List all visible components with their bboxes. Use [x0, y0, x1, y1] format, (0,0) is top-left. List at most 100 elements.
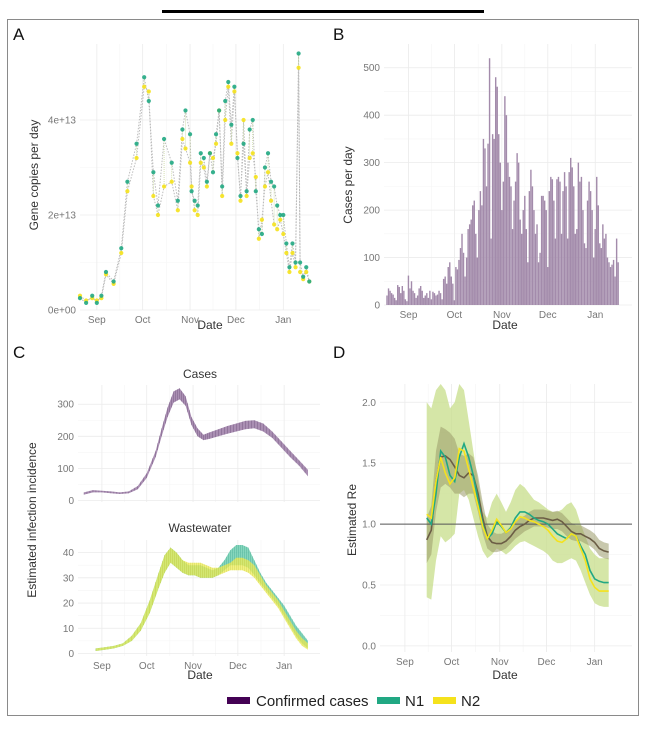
panel-b-bar	[577, 162, 580, 305]
panel-b-bar	[446, 283, 448, 305]
panel-a-point-n2	[220, 193, 225, 199]
panel-b-bar	[576, 229, 578, 305]
panel-a-point-n1	[256, 227, 261, 232]
panel-c-wastewater-ytick: 20	[63, 599, 75, 610]
legend-swatch-n2	[433, 697, 456, 704]
panel-c-cases-grid: 0 100 200 300	[57, 385, 320, 507]
panel-b-bar	[540, 195, 543, 305]
panel-b-bar	[406, 301, 408, 305]
panel-label-d: D	[333, 343, 345, 362]
panel-a-point-n1	[189, 189, 194, 194]
panel-b-ytick: 300	[363, 158, 380, 169]
panel-b-bar	[547, 267, 549, 305]
panel-b-bar	[424, 295, 426, 305]
panel-c-wastewater-xtick-jan: Jan	[276, 661, 292, 672]
panel-b-bar	[522, 210, 524, 305]
panel-b-bar	[606, 257, 609, 305]
panel-b-bar	[545, 210, 547, 305]
panel-a-xlabel: Date	[197, 318, 223, 332]
panel-b-bar	[491, 134, 494, 305]
panel-b-bar	[599, 243, 601, 305]
panel-a-point-n2	[278, 217, 283, 222]
panel-a-point-n2	[210, 155, 216, 161]
panel-d-ylabel: Estimated Re	[345, 484, 359, 556]
panel-b-xtick-oct: Oct	[447, 310, 463, 321]
panel-b-bar	[487, 143, 489, 305]
panel-b-bar	[582, 210, 584, 305]
panel-b-bar	[404, 299, 407, 305]
panel-c-ribbon-n2	[95, 547, 309, 651]
panel-a-point-n1	[298, 260, 303, 265]
panel-b-bar	[542, 195, 544, 305]
panel-a-point-n2	[189, 184, 194, 189]
panel-b-bar	[441, 299, 443, 305]
panel-b-bar	[611, 264, 613, 305]
panel-b-bar	[461, 233, 463, 305]
panel-a-point-n1	[207, 151, 213, 156]
panel-b-bar	[419, 286, 422, 305]
panel-a-point-n1	[187, 132, 193, 137]
panel-b-bar	[586, 200, 589, 305]
panel-b-bar	[583, 243, 586, 305]
panel-b-bar	[490, 238, 492, 305]
panel-b-bar	[412, 290, 414, 305]
panel-a-point-n2	[119, 250, 124, 256]
panel-a-point-n1	[284, 241, 289, 246]
panel-b-bar	[449, 262, 451, 305]
panel-c-wastewater-grid: Sep Oct Nov Dec Jan 0 10 20 30 40	[63, 540, 320, 672]
panel-b-bar	[580, 176, 583, 305]
panel-a-point-n2	[201, 165, 206, 170]
panel-d-xtick-oct: Oct	[444, 657, 460, 668]
panel-a-point-n1	[241, 141, 246, 146]
panel-a-point-n2	[169, 179, 174, 184]
panel-b-bar	[594, 229, 596, 305]
panel-d-xtick-jan: Jan	[587, 657, 603, 668]
panel-b-bar	[557, 176, 560, 305]
panel-b-bar	[563, 172, 566, 305]
panel-b-bar	[609, 267, 612, 305]
panel-label-c: C	[13, 343, 25, 362]
panel-a-point-n1	[195, 203, 200, 208]
panel-b-bar	[488, 58, 491, 306]
panel-b-bar	[537, 262, 540, 305]
panel-b-bar	[565, 186, 567, 305]
panel-a-point-n2	[226, 84, 231, 89]
panel-a-point-n1	[192, 198, 197, 203]
panel-b-bar	[510, 186, 512, 305]
panel-a-line-n2	[79, 67, 310, 302]
panel-a-xtick-nov: Nov	[181, 315, 199, 326]
panel-a-point-n1	[304, 265, 309, 270]
panel-b-bar	[476, 257, 479, 305]
panel-a-xtick-jan: Jan	[275, 315, 291, 326]
panel-d-ytick: 1.5	[362, 459, 376, 470]
panel-a-point-n1	[161, 136, 167, 142]
panel-a-point-n2	[241, 117, 246, 123]
panel-a-point-n1	[151, 170, 156, 175]
panel-b-bar	[507, 162, 509, 305]
panel-b-bar	[615, 238, 618, 305]
panel-b-bar	[455, 267, 457, 305]
panel-b-bar	[409, 288, 411, 305]
panel-b-bar	[605, 233, 607, 305]
panel-b-bar	[596, 176, 598, 305]
panel-b-bar	[539, 252, 541, 305]
panel-b-bar	[426, 293, 428, 305]
panel-b-bar	[418, 288, 420, 305]
panel-b-bar	[468, 224, 471, 305]
panel-b-bar	[395, 300, 397, 305]
panel-a-grid: Sep Oct Nov Dec Jan 0e+00 2e+13 4e+13	[48, 44, 320, 326]
title-rule	[162, 10, 484, 13]
panel-b-bar	[560, 233, 563, 305]
panel-a-point-n2	[232, 89, 237, 94]
panel-b-bar	[568, 172, 570, 305]
panel-b-bar	[435, 295, 437, 305]
panel-b-bar	[436, 294, 439, 305]
panel-d-ribbon-confirmed-cases	[426, 426, 609, 564]
panel-b-bar	[592, 257, 595, 305]
panel-a-point-n1	[265, 151, 271, 156]
panel-b-bar	[459, 248, 462, 305]
panel-b-xtick-nov: Nov	[493, 310, 511, 321]
panel-b-bar	[553, 200, 555, 305]
panel-a-point-n2	[281, 231, 286, 237]
